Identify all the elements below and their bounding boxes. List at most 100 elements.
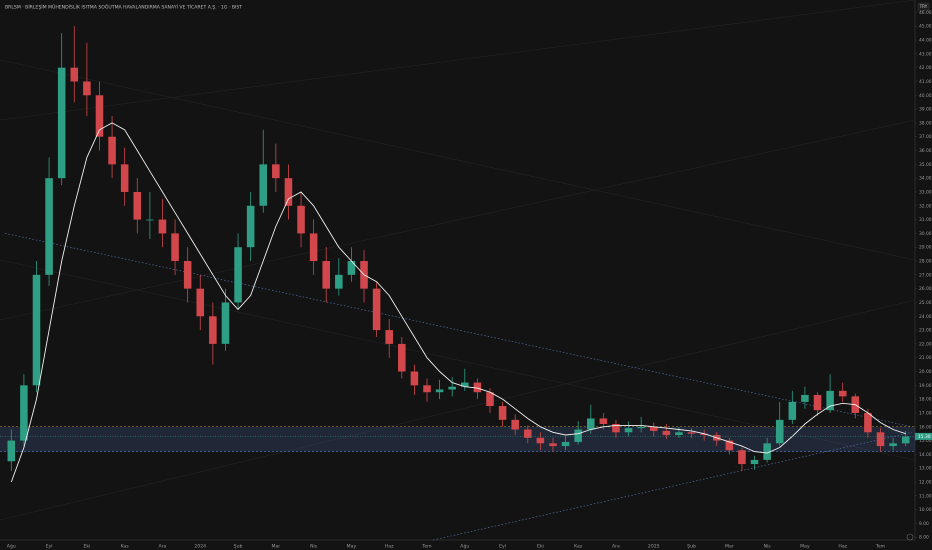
candle-body <box>423 385 431 393</box>
candle-body <box>372 288 381 331</box>
x-tick-label: Haz <box>385 544 394 550</box>
y-tick-label: 32.00 <box>919 203 932 209</box>
candle-body <box>309 233 318 262</box>
candle-body <box>259 164 268 206</box>
candle-body <box>473 382 482 393</box>
decor-grid <box>0 0 916 521</box>
candle-body <box>398 343 406 372</box>
candle-body <box>133 191 142 220</box>
y-tick-label: 18.00 <box>919 397 932 403</box>
x-tick-label: Şub <box>234 544 243 550</box>
candle-body <box>826 390 834 411</box>
x-tick-label: Eyl <box>499 544 506 550</box>
candle-body <box>246 205 255 248</box>
candle-body <box>524 429 532 438</box>
candle-body <box>347 261 356 275</box>
y-tick-label: 43.00 <box>919 51 932 57</box>
y-tick-label: 34.00 <box>919 176 932 182</box>
y-tick-label: 25.00 <box>919 300 932 306</box>
price-marker <box>915 432 932 440</box>
candle-body <box>637 426 645 429</box>
candle-body <box>108 136 116 165</box>
candle-body <box>297 205 305 234</box>
x-tick-label: Mar <box>272 544 281 550</box>
candle-body <box>385 330 393 344</box>
symbol-title: BRLSM · BİRLEŞİM MÜHENDİSLİK ISITMA SOĞU… <box>5 4 242 11</box>
x-tick-label: Ağu <box>460 543 469 550</box>
candle-body <box>813 394 822 411</box>
x-tick-label: Tem <box>875 544 886 550</box>
candle-body <box>461 382 469 387</box>
decor-line <box>0 299 916 521</box>
candle-body <box>95 95 104 137</box>
candle-body <box>448 386 456 390</box>
y-tick-label: 36.00 <box>919 148 932 154</box>
price-marker-label: 15.30 <box>918 434 931 440</box>
candle-body <box>410 371 419 386</box>
y-tick-label: 28.00 <box>919 259 932 265</box>
candle-body <box>7 440 16 462</box>
currency[interactable]: TRY <box>919 4 928 9</box>
candle-body <box>171 233 179 262</box>
y-tick-label: 35.00 <box>919 162 932 168</box>
candle-body <box>738 450 746 465</box>
candle-body <box>599 418 608 424</box>
y-tick-label: 14.00 <box>919 452 932 458</box>
x-tick-label: Ara <box>159 544 167 550</box>
y-tick-label: 44.00 <box>919 38 932 44</box>
candle-body <box>486 392 494 407</box>
x-tick-label: 2025 <box>648 544 660 550</box>
x-tick-label: Nis <box>310 544 318 550</box>
y-tick-label: 33.00 <box>919 189 932 195</box>
y-tick-label: 29.00 <box>919 245 932 251</box>
y-tick-label: 11.00 <box>919 493 932 499</box>
trendline <box>433 431 913 541</box>
candle-body <box>889 443 897 447</box>
candle-body <box>763 443 771 460</box>
candle-body <box>32 274 41 386</box>
y-tick-label: 37.00 <box>919 134 932 140</box>
candle-body <box>209 316 217 344</box>
y-tick-label: 21.00 <box>919 355 932 361</box>
x-tick-label: Tem <box>421 544 432 550</box>
candle-body <box>675 432 683 436</box>
candle-body <box>864 412 872 433</box>
x-tick-label: Eki <box>537 544 544 550</box>
candle-body <box>435 389 444 393</box>
x-tick-label: Eyl <box>46 544 53 550</box>
y-tick-label: 30.00 <box>919 231 932 237</box>
y-tick-label: 40.00 <box>919 93 932 99</box>
candle-body <box>700 433 708 436</box>
candle-body <box>876 432 885 447</box>
x-tick-label: Nis <box>764 544 772 550</box>
y-tick-label: 13.00 <box>919 466 932 472</box>
x-tick-label: Kas <box>121 544 130 550</box>
y-tick-label: 15.00 <box>919 438 932 444</box>
candle-body <box>901 436 910 444</box>
y-tick-label: 26.00 <box>919 286 932 292</box>
decor-line <box>0 0 916 121</box>
currency-box[interactable] <box>917 2 930 12</box>
trendline <box>4 233 913 428</box>
candle-body <box>70 67 79 82</box>
settings-icon[interactable] <box>906 533 914 541</box>
candle-body <box>272 164 280 179</box>
candle-body <box>498 406 507 420</box>
candle-body <box>221 302 230 344</box>
candle-body <box>775 419 784 444</box>
candle-body <box>196 288 205 317</box>
candle-body <box>83 81 91 96</box>
candle-body <box>561 441 570 447</box>
candle-body <box>45 178 53 275</box>
candle-body <box>687 432 696 434</box>
decor-line <box>0 59 916 261</box>
y-tick-label: 23.00 <box>919 328 932 334</box>
y-tick-label: 22.00 <box>919 341 932 347</box>
y-tick-label: 8.00 <box>919 535 929 541</box>
candle-body <box>662 430 671 436</box>
y-tick-label: 24.00 <box>919 314 932 320</box>
candle-body <box>322 261 331 289</box>
y-tick-label: 19.00 <box>919 383 932 389</box>
x-tick-label: May <box>347 544 357 550</box>
